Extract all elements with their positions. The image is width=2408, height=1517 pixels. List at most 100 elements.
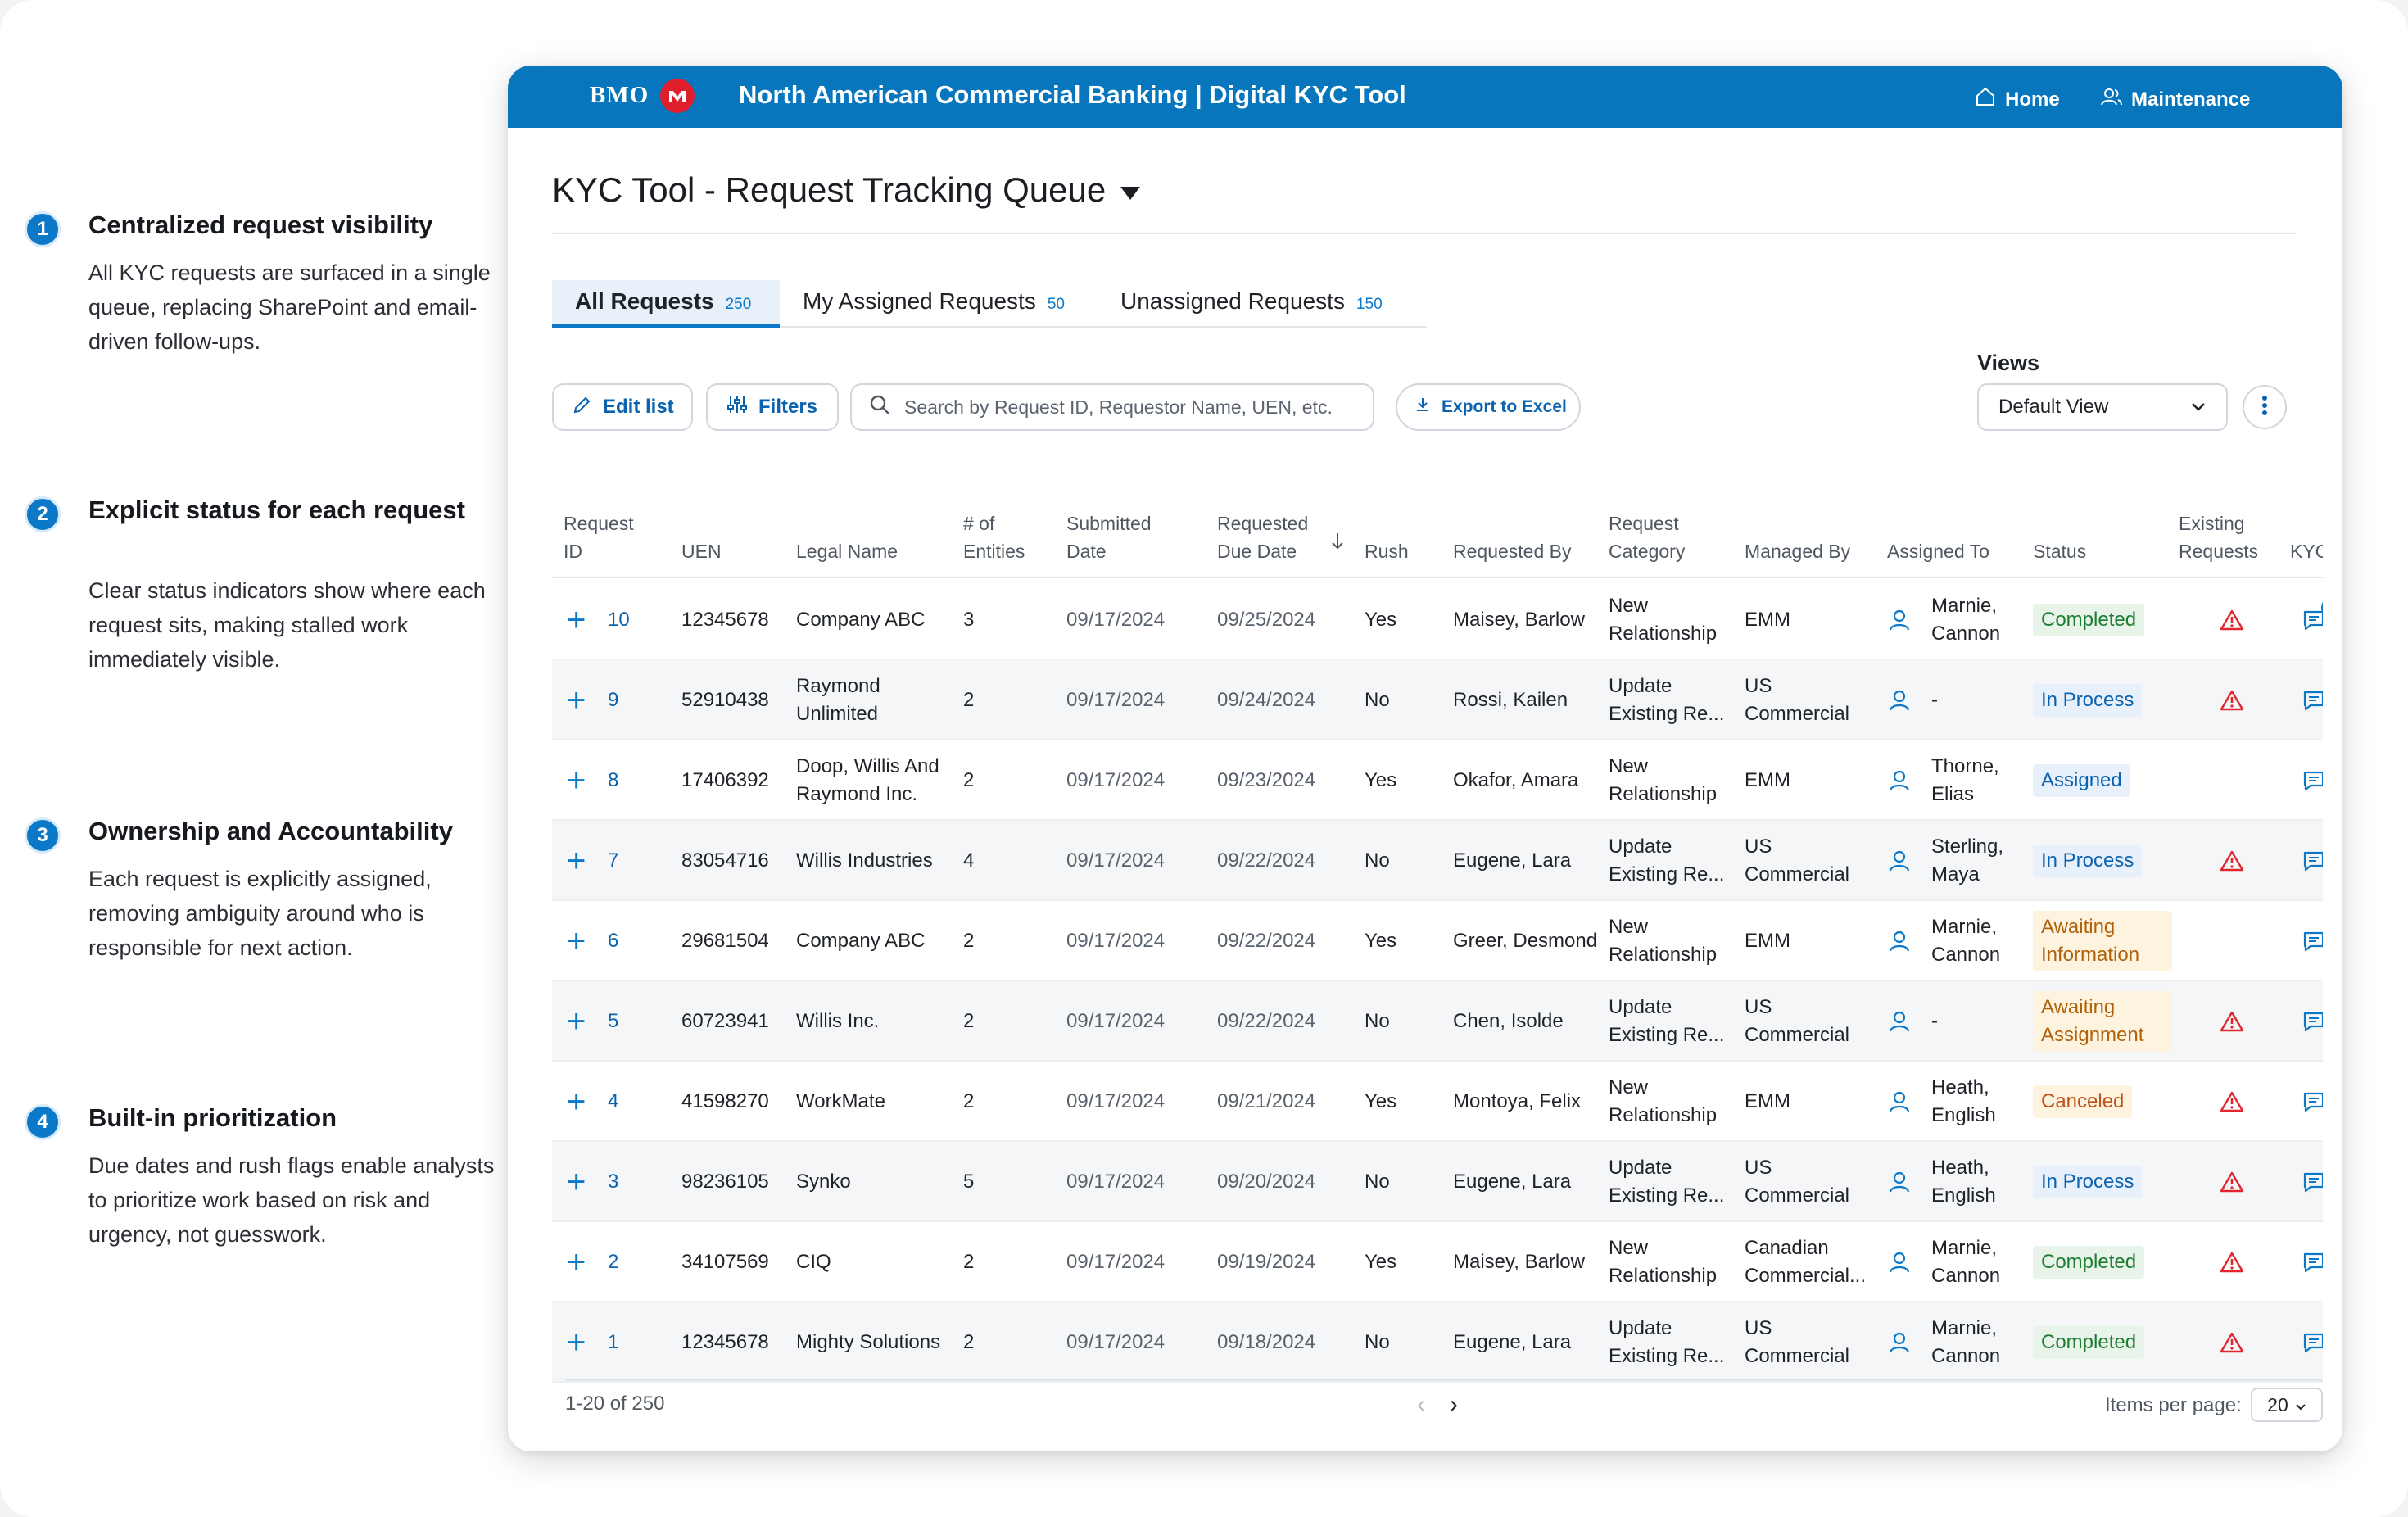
request-id-link[interactable]: 4 [608,1062,673,1142]
annotation-1: 1 Centralized request visibility All KYC… [25,210,491,374]
request-id-link[interactable]: 9 [608,660,673,740]
title-divider [552,233,2297,234]
warning-icon[interactable] [2220,1222,2252,1302]
legal-name-cell: CIQ [796,1251,831,1273]
expand-row-icon[interactable]: + [567,1325,586,1361]
column-header-assigned-to[interactable]: Assigned To [1887,541,1989,562]
more-options-button[interactable] [2243,385,2287,429]
warning-icon[interactable] [2220,1302,2252,1383]
expand-row-icon[interactable]: + [567,1003,586,1039]
comment-icon[interactable] [2302,740,2323,821]
entities-cell: 5 [963,1171,975,1193]
status-cell: Assigned [2033,740,2172,821]
table-row[interactable]: +5 60723941 Willis Inc. 2 09/17/2024 09/22/20… [552,981,2323,1062]
expand-row-icon[interactable]: + [567,763,586,799]
assigned-to-cell: - [1931,1010,1938,1032]
tab-label: Unassigned Requests [1120,288,1345,314]
table-row[interactable]: +6 29681504 Company ABC 2 09/17/2024 09/22/20… [552,901,2323,981]
export-to-excel-button[interactable]: Export to Excel [1396,383,1581,431]
requests-table: Request ID UEN Legal Name # of Entities … [552,488,2323,1424]
request-id-link[interactable]: 5 [608,981,673,1062]
column-header-rush[interactable]: Rush [1365,541,1409,562]
column-header-request-id[interactable]: Request ID [564,513,634,562]
sort-descending-icon[interactable] [1330,531,1345,559]
comment-icon[interactable] [2302,901,2323,981]
title-dropdown-icon[interactable] [1120,187,1140,200]
request-id-link[interactable]: 7 [608,821,673,901]
table-row[interactable]: +10 12345678 Company ABC 3 09/17/2024 09/25/2… [552,580,2323,660]
comment-icon[interactable] [2302,821,2323,901]
items-per-page-select[interactable]: 20 [2251,1388,2323,1422]
expand-row-icon[interactable]: + [567,682,586,718]
expand-row-icon[interactable]: + [567,602,586,638]
tab-all-requests[interactable]: All Requests 250 [552,280,780,328]
request-id-link[interactable]: 6 [608,901,673,981]
comment-icon[interactable] [2302,1222,2323,1302]
search-input[interactable]: Search by Request ID, Requestor Name, UE… [850,383,1374,431]
warning-icon[interactable] [2220,580,2252,660]
nav-home-link[interactable]: Home [1974,85,2060,114]
nav-maintenance-link[interactable]: Maintenance [2100,85,2250,114]
comment-icon[interactable] [2302,981,2323,1062]
due-date-cell: 09/23/2024 [1217,769,1316,791]
status-badge: In Process [2033,1166,2143,1198]
warning-icon[interactable] [2220,1062,2252,1142]
column-header-uen[interactable]: UEN [681,541,722,562]
chevron-left-icon[interactable]: ‹ [1417,1391,1425,1418]
expand-row-icon[interactable]: + [567,843,586,879]
managed-by-cell: US Commercial [1745,675,1850,725]
submitted-date-cell: 09/17/2024 [1066,1171,1166,1193]
column-header-kyc[interactable]: KYC [2290,541,2323,562]
views-selected-value: Default View [1998,396,2109,418]
table-row[interactable]: +8 17406392 Doop, Willis And Raymond Inc. 2… [552,740,2323,821]
column-header-entities[interactable]: # of Entities [963,513,1025,562]
table-row[interactable]: +2 34107569 CIQ 2 09/17/2024 09/19/2024 Yes Mai… [552,1222,2323,1302]
rush-cell: Yes [1365,609,1397,631]
expand-row-icon[interactable]: + [567,1084,586,1120]
comment-icon[interactable] [2302,1062,2323,1142]
comment-icon[interactable] [2302,660,2323,740]
expand-row-icon[interactable]: + [567,1244,586,1280]
request-id-link[interactable]: 1 [608,1302,673,1383]
annotation-number: 4 [25,1104,61,1140]
request-id-link[interactable]: 3 [608,1142,673,1222]
column-header-existing-requests[interactable]: Existing Requests [2179,513,2259,562]
request-id: 4 [608,1090,619,1112]
chevron-right-icon[interactable]: › [1450,1391,1458,1418]
warning-icon[interactable] [2220,821,2252,901]
comment-icon[interactable] [2302,1302,2323,1383]
edit-list-button[interactable]: Edit list [552,383,693,431]
views-select[interactable]: Default View [1977,383,2228,431]
tab-unassigned-requests[interactable]: Unassigned Requests 150 [1098,280,1427,328]
table-row[interactable]: +1 12345678 Mighty Solutions 2 09/17/2024 09/… [552,1302,2323,1383]
warning-icon[interactable] [2220,981,2252,1062]
table-row[interactable]: +9 52910438 Raymond Unlimited 2 09/17/2024 09… [552,660,2323,740]
request-category-cell: New Relationship [1609,755,1718,805]
request-id-link[interactable]: 8 [608,740,673,821]
request-id-link[interactable]: 2 [608,1222,673,1302]
request-id-link[interactable]: 10 [608,580,673,660]
sliders-icon [726,394,749,421]
table-row[interactable]: +4 41598270 WorkMate 2 09/17/2024 09/21/2024 Y… [552,1062,2323,1142]
request-id: 9 [608,689,619,711]
annotation-body: Each request is explicitly assigned, rem… [88,867,432,960]
column-header-request-category[interactable]: Request Category [1609,513,1686,562]
warning-icon[interactable] [2220,1142,2252,1222]
comment-icon[interactable] [2302,1142,2323,1222]
filters-button[interactable]: Filters [706,383,839,431]
tab-my-assigned-requests[interactable]: My Assigned Requests 50 [780,280,1098,328]
column-header-submitted-date[interactable]: Submitted Date [1066,513,1152,562]
expand-row-icon[interactable]: + [567,1164,586,1200]
warning-icon[interactable] [2220,660,2252,740]
table-row[interactable]: +3 98236105 Synko 5 09/17/2024 09/20/2024 No Eu… [552,1142,2323,1222]
table-row[interactable]: +7 83054716 Willis Industries 4 09/17/2024 09… [552,821,2323,901]
comment-icon[interactable]: 1 [2302,580,2323,660]
column-header-status[interactable]: Status [2033,541,2087,562]
column-header-managed-by[interactable]: Managed By [1745,541,1851,562]
annotation-title: Ownership and Accountability [88,817,453,845]
column-header-legal-name[interactable]: Legal Name [796,541,898,562]
expand-row-icon[interactable]: + [567,923,586,959]
column-header-requested-by[interactable]: Requested By [1453,541,1572,562]
column-header-due-date[interactable]: Requested Due Date [1217,513,1309,562]
rush-cell: No [1365,689,1390,711]
